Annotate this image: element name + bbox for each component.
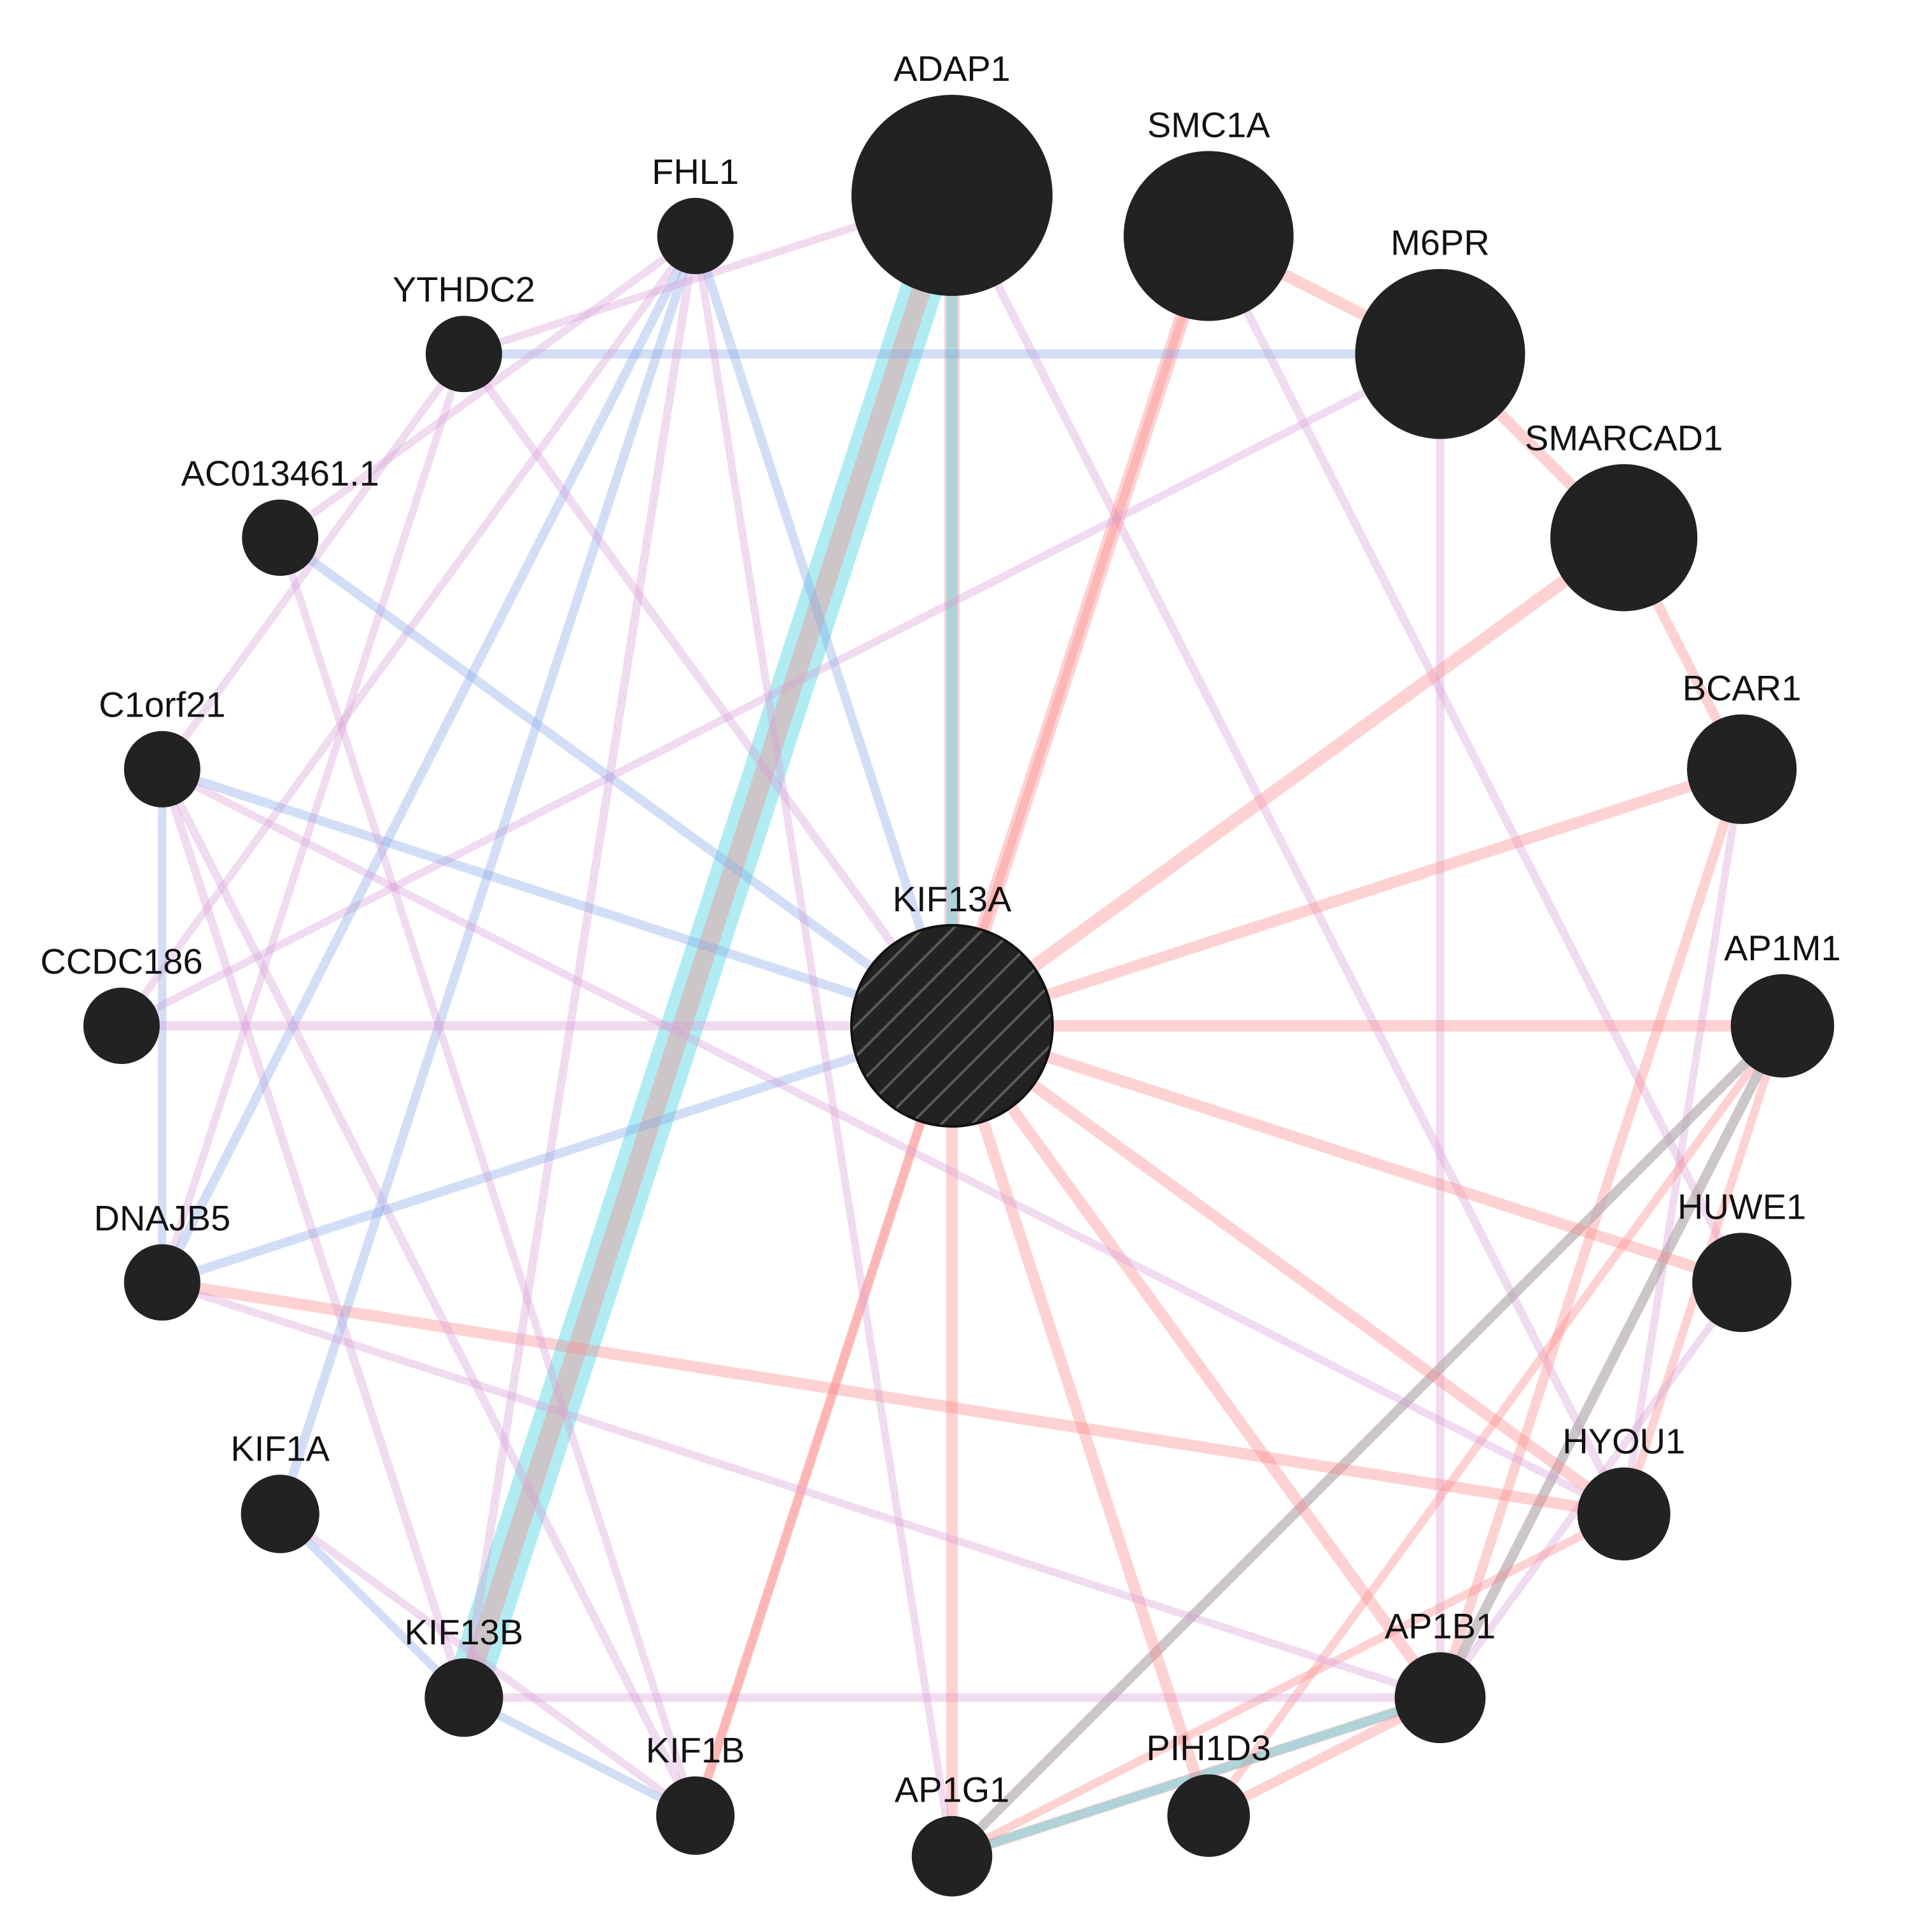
edge-ap1m1-ap1b1-cyan [1435, 1021, 1788, 1703]
node-adap1[interactable] [851, 95, 1053, 296]
node-ap1g1[interactable] [911, 1816, 993, 1897]
node-label-hyou1: HYOU1 [1562, 1421, 1685, 1461]
edge-bcar1-ap1b1-pink [1435, 764, 1747, 1703]
node-label-ythdc2: YTHDC2 [393, 269, 535, 309]
edge-ap1m1-pih1d3-pink [1204, 1021, 1787, 1820]
node-ccdc186[interactable] [83, 988, 160, 1064]
edge-hyou1-dnajb5-pink [156, 1277, 1630, 1520]
edge-kif1b-kif13a-pink [690, 1021, 957, 1821]
node-label-ap1g1: AP1G1 [895, 1770, 1010, 1810]
node-label-c1orf21: C1orf21 [99, 685, 225, 725]
node-label-dnajb5: DNAJB5 [94, 1198, 231, 1238]
edge-dnajb5-ap1b1-purple [158, 1278, 1445, 1702]
edge-dnajb5-ythdc2-purple [158, 350, 468, 1287]
edge-ythdc2-kif13a-purple [459, 349, 956, 1030]
node-kif13a[interactable] [850, 924, 1054, 1128]
node-huwe1[interactable] [1692, 1233, 1792, 1333]
node-ap1b1[interactable] [1394, 1652, 1486, 1744]
edge-ac013461-1-fhl1-purple [276, 232, 699, 542]
node-label-ccdc186: CCDC186 [40, 941, 202, 981]
edge-layer [116, 174, 1788, 1862]
edge-smc1a-huwe1-purple [1204, 232, 1746, 1287]
node-label-ap1b1: AP1B1 [1385, 1606, 1495, 1646]
edge-kif1b-kif13b-blue [459, 1693, 700, 1820]
node-bcar1[interactable] [1686, 714, 1797, 824]
node-pih1d3[interactable] [1167, 1774, 1250, 1858]
node-ap1m1[interactable] [1730, 974, 1835, 1078]
node-label-ap1m1: AP1M1 [1724, 928, 1841, 968]
edge-bcar1-kif13a-pink [946, 763, 1748, 1032]
label-layer: KIF13A ADAP1 SMC1A M6PR SMARCAD1 BCAR1 AP1M1 HU… [40, 48, 1840, 1810]
edge-c1orf21-hyou1-purple [158, 765, 1628, 1518]
node-smc1a[interactable] [1123, 151, 1294, 321]
node-kif13b[interactable] [424, 1658, 503, 1737]
edge-smc1a-kif13a-pink [944, 228, 1217, 1033]
edge-pih1d3-kif13a-pink [946, 1020, 1215, 1822]
node-label-smarcad1: SMARCAD1 [1525, 417, 1723, 458]
edge-hyou1-ap1g1-pink [948, 1509, 1628, 1861]
node-label-kif1b: KIF1B [646, 1730, 745, 1770]
edge-ccdc186-fhl1-purple [118, 232, 699, 1030]
node-dnajb5[interactable] [123, 1244, 200, 1321]
node-label-bcar1: BCAR1 [1683, 668, 1802, 708]
node-ac013461-1[interactable] [242, 499, 319, 576]
edge-kif13b-kif1a-blue [276, 1509, 468, 1702]
node-fhl1[interactable] [657, 197, 734, 274]
node-kif1b[interactable] [656, 1776, 735, 1855]
edge-adap1-kif13b-pink [454, 186, 962, 1707]
node-layer [83, 95, 1835, 1897]
node-label-ac013461-1: AC013461.1 [181, 453, 379, 493]
edge-hyou1-kif13a-pink [946, 1020, 1630, 1520]
edge-kif13b-c1orf21-purple [158, 765, 468, 1702]
node-hyou1[interactable] [1577, 1467, 1670, 1561]
node-m6pr[interactable] [1355, 269, 1525, 439]
node-label-smc1a: SMC1A [1147, 104, 1271, 144]
edge-fhl1-kif13a-blue [690, 231, 957, 1031]
node-label-huwe1: HUWE1 [1677, 1186, 1806, 1226]
edge-c1orf21-kif13a-blue [157, 764, 957, 1031]
node-smarcad1[interactable] [1550, 464, 1698, 612]
edge-ac013461-1-kif13a-blue [276, 533, 957, 1031]
node-label-m6pr: M6PR [1390, 223, 1490, 263]
edge-adap1-kif13b-cyan [442, 174, 973, 1719]
edge-ap1b1-kif13a-pink [946, 1020, 1446, 1704]
node-c1orf21[interactable] [123, 731, 200, 808]
node-label-pih1d3: PIH1D3 [1146, 1728, 1271, 1768]
edge-ap1m1-ap1g1-cyan [947, 1021, 1788, 1861]
edge-fhl1-ap1g1-purple [691, 232, 956, 1860]
edge-huwe1-kif13a-pink [946, 1020, 1748, 1289]
edge-bcar1-hyou1-purple [1620, 765, 1746, 1518]
edge-ap1m1-ap1g1-pink [947, 1021, 1788, 1861]
node-label-adap1: ADAP1 [893, 48, 1011, 88]
edge-dnajb5-fhl1-blue [157, 231, 700, 1287]
node-label-kif13b: KIF13B [405, 1612, 524, 1652]
node-label-fhl1: FHL1 [652, 151, 739, 192]
edge-kif1b-c1orf21-purple [158, 765, 700, 1820]
edge-c1orf21-ythdc2-purple [158, 350, 468, 773]
edge-kif13b-fhl1-purple [459, 232, 700, 1702]
node-label-kif1a: KIF1A [230, 1428, 330, 1468]
node-label-kif13a: KIF13A [893, 879, 1012, 919]
edge-ac013461-1-kif1b-purple [276, 533, 699, 1820]
node-ythdc2[interactable] [425, 316, 502, 393]
node-kif1a[interactable] [241, 1474, 319, 1553]
edge-kif1a-kif1b-purple [276, 1510, 699, 1820]
edge-ap1m1-ap1b1-pink [1435, 1021, 1788, 1703]
edge-smarcad1-kif13a-pink [945, 531, 1630, 1033]
edge-kif1a-fhl1-blue [276, 231, 700, 1519]
edge-dnajb5-kif13a-blue [157, 1021, 957, 1287]
edge-adap1-hyou1-purple [948, 191, 1628, 1518]
edge-m6pr-ccdc186-purple [118, 350, 1445, 1030]
